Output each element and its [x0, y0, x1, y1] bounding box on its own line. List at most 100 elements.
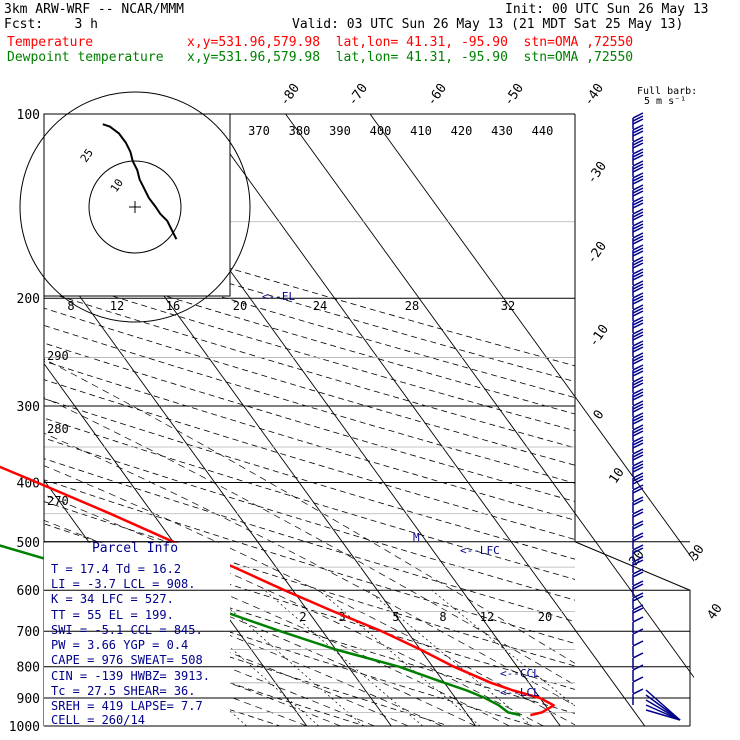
wind-speed-label: 12	[110, 299, 124, 313]
wind-barb-flag	[632, 262, 644, 269]
wind-barb-flag	[632, 427, 644, 434]
wind-barb-flag	[632, 223, 644, 230]
wind-barb-flag	[632, 640, 644, 647]
wind-barb-flag	[632, 190, 644, 197]
wind-barb-flag	[632, 607, 644, 614]
parcel-info-row: K = 34 LFC = 527.	[51, 592, 174, 606]
dry-adiabat	[44, 620, 366, 726]
wind-barb-flag	[632, 487, 644, 494]
parcel-info-row: SWI = -5.1 CCL = 845.	[51, 623, 203, 637]
wind-barb-flag	[632, 376, 644, 383]
barb-legend-label: Full barb:	[637, 86, 697, 97]
theta-label: 270	[47, 494, 69, 508]
isotherm-label: -20	[584, 239, 610, 267]
wind-barb-flag	[632, 454, 644, 461]
wind-barb-flag	[632, 250, 644, 257]
dewpoint-legend: Dewpoint temperature x,y=531.96,579.98 l…	[7, 50, 634, 65]
parcel-info-row: TT = 55 EL = 199.	[51, 608, 174, 622]
wind-barb-flag	[632, 247, 644, 254]
theta-e-label: 400	[370, 124, 392, 138]
wind-barb-flag	[632, 418, 644, 425]
wind-barb-flag	[632, 652, 644, 659]
wind-barb-flag	[632, 556, 644, 563]
pressure-tick-label: 800	[17, 661, 40, 676]
wind-barb-flag	[632, 595, 644, 602]
wind-barb-flag	[632, 220, 644, 227]
wind-barb-flag	[632, 544, 644, 551]
isotherm-label: 40	[704, 601, 725, 622]
wind-barb-flag	[632, 196, 644, 203]
wind-speed-label: 20	[233, 299, 247, 313]
forecast-hour: Fcst: 3 h	[4, 17, 98, 32]
moist-adiabat	[44, 581, 409, 726]
temperature-profile	[0, 465, 555, 717]
moist-adiabat	[44, 598, 375, 726]
wind-barb-flag	[632, 112, 644, 119]
wind-barb-flag	[632, 304, 644, 311]
wind-barb-flag	[632, 166, 644, 173]
wind-barb-flag	[632, 208, 644, 215]
wind-barb-flag	[632, 142, 644, 149]
isotherm-line	[44, 362, 308, 726]
wind-barb-flag	[632, 592, 644, 599]
wind-barb-flag	[632, 403, 644, 410]
wind-barb-flag	[632, 400, 644, 407]
hodograph: 10 25	[19, 91, 251, 323]
wind-barb-flag	[632, 310, 644, 317]
isotherm-label: -70	[345, 81, 371, 109]
wind-barb-flag	[632, 484, 644, 491]
hodograph-ring-label: 10	[108, 176, 126, 194]
wind-barb-flag	[632, 214, 644, 221]
parcel-info-panel: Parcel Info T = 17.4 Td = 16.2LI = -3.7 L…	[44, 541, 230, 727]
parcel-info-row: SREH = 419 LAPSE= 7.7	[51, 699, 203, 713]
wind-barb-flag	[632, 115, 644, 122]
dewpoint-profile	[0, 544, 521, 717]
wind-barb-flag	[632, 472, 644, 479]
dry-adiabat	[44, 360, 575, 521]
barb-legend-unit: 5 m s⁻¹	[644, 96, 686, 107]
wind-barb-flag	[632, 532, 644, 539]
wind-barb-flag	[632, 274, 644, 281]
parcel-info-title: Parcel Info	[92, 541, 178, 556]
dry-adiabat	[44, 342, 575, 502]
isotherm-label: -60	[424, 81, 450, 109]
parcel-info-row: CIN = -139 HWBZ= 3913.	[51, 669, 210, 683]
wind-barb-low	[645, 709, 681, 721]
mixing-ratio-label: 12	[480, 610, 494, 624]
wind-barb-flag	[632, 448, 644, 455]
wind-barb-low	[645, 699, 681, 721]
wind-barb-flag	[632, 664, 644, 671]
mixing-ratio-label: 5	[392, 610, 399, 624]
isotherm-line	[200, 114, 646, 726]
wind-barb-flag	[632, 688, 644, 695]
wind-barb-flag	[632, 244, 644, 251]
wind-barb-flag	[632, 259, 644, 266]
wind-barb-flag	[632, 583, 644, 590]
wind-barb-flag	[632, 547, 644, 554]
wind-barb-flag	[632, 391, 644, 398]
wind-barb-flag	[632, 424, 644, 431]
pressure-tick-label: 100	[17, 108, 40, 123]
right-axis-lower	[574, 541, 691, 726]
wind-barb-low	[645, 704, 681, 721]
pressure-tick-label: 700	[17, 625, 40, 640]
dry-adiabat	[44, 479, 575, 644]
hodograph-trace	[102, 123, 178, 240]
wind-barb-flag	[632, 559, 644, 566]
parcel-info-background	[44, 542, 230, 726]
wind-barb-flag	[632, 604, 644, 611]
wind-barb-flag	[632, 568, 644, 575]
wind-barb-flag	[632, 175, 644, 182]
isotherm-label: 20	[626, 547, 647, 568]
wind-barb-flag	[632, 616, 644, 623]
wind-barb-flag	[632, 370, 644, 377]
wind-barb-flag	[632, 508, 644, 515]
wind-barb-flag	[632, 307, 644, 314]
theta-e-label: 390	[329, 124, 351, 138]
mixing-ratio-label: 2	[299, 610, 306, 624]
wind-barb-flag	[632, 295, 644, 302]
wind-barb-flag	[632, 628, 644, 635]
wind-barb-flag	[632, 154, 644, 161]
pressure-tick-label: 500	[17, 536, 40, 551]
